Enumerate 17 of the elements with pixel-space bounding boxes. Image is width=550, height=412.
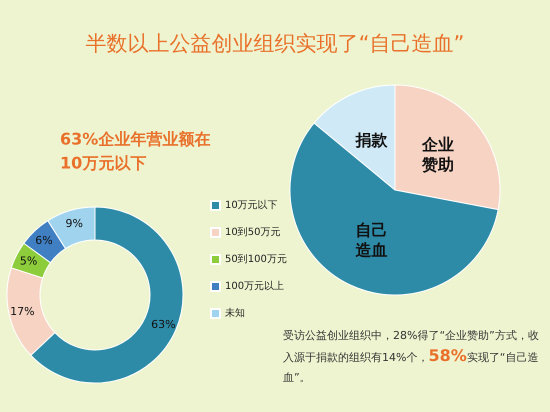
data-label: 6% (35, 234, 53, 248)
chart-title: 半数以上公益创业组织实现了“自己造血” (86, 32, 464, 56)
chart-title: 63%企业年营业额在 (60, 130, 210, 148)
legend-label: 10万元以下 (225, 199, 278, 211)
legend-label: 未知 (225, 307, 245, 319)
slice-label: 捐款 (354, 130, 388, 150)
legend-label: 10到50万元 (225, 227, 280, 238)
legend-label: 100万元以上 (225, 280, 284, 292)
slice-label: 自己造血 (355, 220, 388, 260)
data-label: 17% (10, 304, 35, 318)
data-label: 63% (151, 318, 176, 332)
text: 受访公益创业组织中，28%得了“企业赞助”方式，收入源于捐款的组织有14%个，58%实现了“自己造血”。 (283, 329, 539, 384)
slice-label: 10万元以下 (60, 154, 146, 172)
data-label: 9% (65, 216, 83, 230)
data-label: 5% (20, 254, 38, 268)
legend-label: 50到100万元 (225, 254, 287, 265)
slice-label: 企业赞助 (420, 135, 454, 174)
